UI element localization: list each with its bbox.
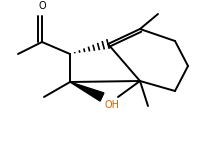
Text: O: O: [38, 1, 46, 11]
Text: OH: OH: [105, 100, 120, 110]
Polygon shape: [70, 82, 104, 101]
